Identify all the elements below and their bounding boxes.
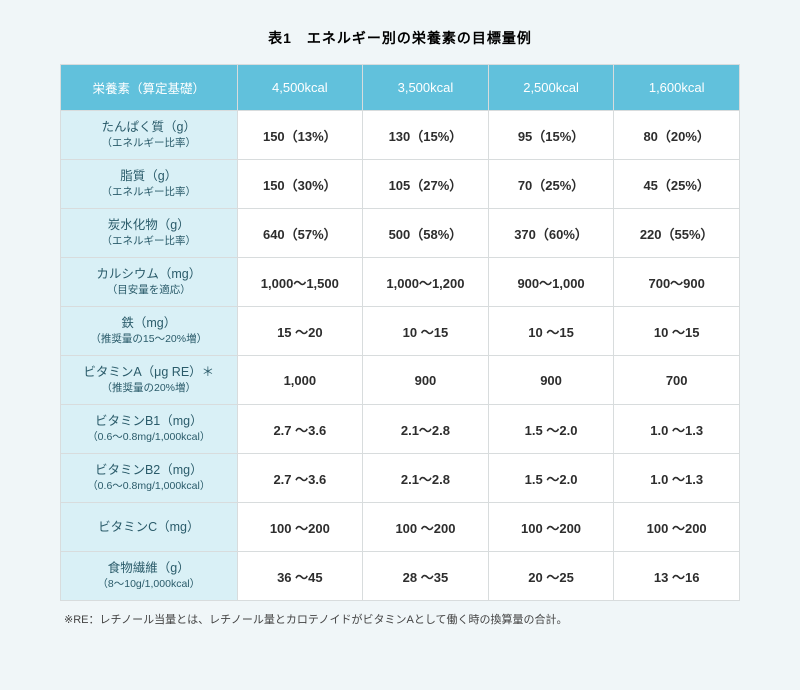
cell: 2.1〜2.8 (363, 405, 489, 454)
cell: 1,000〜1,500 (237, 258, 363, 307)
cell: 100 〜200 (237, 503, 363, 552)
header-col-1: 3,500kcal (363, 65, 489, 111)
table-row: 食物繊維（g） （8〜10g/1,000kcal） 36 〜4528 〜3520 〜… (61, 552, 740, 601)
cell: 10 〜15 (488, 307, 614, 356)
row-header: 脂質（g） （エネルギー比率） (61, 160, 238, 209)
row-sublabel: （8〜10g/1,000kcal） (65, 578, 233, 592)
header-nutrient: 栄養素（算定基礎） (61, 65, 238, 111)
cell: 150（30%） (237, 160, 363, 209)
cell: 80（20%） (614, 111, 740, 160)
cell: 1.0 〜1.3 (614, 454, 740, 503)
cell: 700〜900 (614, 258, 740, 307)
footnote: ※RE：レチノール当量とは、レチノール量とカロテノイドがビタミンAとして働く時の… (60, 611, 740, 627)
cell: 100 〜200 (614, 503, 740, 552)
cell: 95（15%） (488, 111, 614, 160)
row-header: カルシウム（mg） （目安量を適応） (61, 258, 238, 307)
cell: 45（25%） (614, 160, 740, 209)
cell: 1,000 (237, 356, 363, 405)
table-row: 鉄（mg）（推奨量の15〜20%増）15 〜2010 〜1510 〜1510 〜… (61, 307, 740, 356)
cell: 220（55%） (614, 209, 740, 258)
row-header: ビタミンB2（mg） （0.6〜0.8mg/1,000kcal） (61, 454, 238, 503)
cell: 100 〜200 (363, 503, 489, 552)
cell: 20 〜25 (488, 552, 614, 601)
cell: 900 (363, 356, 489, 405)
cell: 28 〜35 (363, 552, 489, 601)
table-row: ビタミンB1（mg） （0.6〜0.8mg/1,000kcal） 2.7 〜3.62… (61, 405, 740, 454)
row-sublabel: （推奨量の20%増） (65, 382, 233, 396)
cell: 36 〜45 (237, 552, 363, 601)
row-sublabel: （目安量を適応） (65, 284, 233, 298)
cell: 13 〜16 (614, 552, 740, 601)
cell: 10 〜15 (363, 307, 489, 356)
table-title: 表1 エネルギー別の栄養素の目標量例 (60, 28, 740, 48)
cell: 2.7 〜3.6 (237, 454, 363, 503)
row-label: ビタミンB1（mg） (95, 414, 203, 428)
row-label: ビタミンB2（mg） (95, 463, 203, 477)
row-header: 鉄（mg） （推奨量の15〜20%増） (61, 307, 238, 356)
cell: 1.5 〜2.0 (488, 405, 614, 454)
row-header: ビタミンA（μg RE）＊ （推奨量の20%増） (61, 356, 238, 405)
table-row: ビタミンA（μg RE）＊（推奨量の20%増）1,000900900700 (61, 356, 740, 405)
row-sublabel: （0.6〜0.8mg/1,000kcal） (65, 431, 233, 445)
row-sublabel: （0.6〜0.8mg/1,000kcal） (65, 480, 233, 494)
cell: 130（15%） (363, 111, 489, 160)
cell: 105（27%） (363, 160, 489, 209)
cell: 2.1〜2.8 (363, 454, 489, 503)
row-label: 炭水化物（g） (108, 218, 190, 232)
cell: 15 〜20 (237, 307, 363, 356)
cell: 640（57%） (237, 209, 363, 258)
row-sublabel: （推奨量の15〜20%増） (65, 333, 233, 347)
row-label: ビタミンA（μg RE）＊ (83, 365, 214, 379)
cell: 2.7 〜3.6 (237, 405, 363, 454)
row-sublabel: （エネルギー比率） (65, 235, 233, 249)
table-row: 炭水化物（g） （エネルギー比率） 640（57%）500（58%）370（60%）… (61, 209, 740, 258)
header-col-0: 4,500kcal (237, 65, 363, 111)
cell: 900〜1,000 (488, 258, 614, 307)
table-row: カルシウム（mg） （目安量を適応） 1,000〜1,5001,000〜1,2009… (61, 258, 740, 307)
cell: 500（58%） (363, 209, 489, 258)
table-row: たんぱく質（g） （エネルギー比率） 150（13%）130（15%）95（15%）… (61, 111, 740, 160)
cell: 1.0 〜1.3 (614, 405, 740, 454)
cell: 1.5 〜2.0 (488, 454, 614, 503)
row-header: ビタミンB1（mg） （0.6〜0.8mg/1,000kcal） (61, 405, 238, 454)
row-label: ビタミンC（mg） (98, 520, 199, 534)
cell: 1,000〜1,200 (363, 258, 489, 307)
row-header: 食物繊維（g） （8〜10g/1,000kcal） (61, 552, 238, 601)
cell: 70（25%） (488, 160, 614, 209)
row-label: 脂質（g） (120, 169, 177, 183)
row-sublabel: （エネルギー比率） (65, 137, 233, 151)
nutrition-table: 栄養素（算定基礎） 4,500kcal 3,500kcal 2,500kcal … (60, 64, 740, 601)
header-col-2: 2,500kcal (488, 65, 614, 111)
table-row: ビタミンB2（mg） （0.6〜0.8mg/1,000kcal） 2.7 〜3.62… (61, 454, 740, 503)
cell: 700 (614, 356, 740, 405)
row-label: たんぱく質（g） (102, 120, 196, 134)
row-label: 食物繊維（g） (108, 561, 190, 575)
row-header: たんぱく質（g） （エネルギー比率） (61, 111, 238, 160)
cell: 150（13%） (237, 111, 363, 160)
header-row: 栄養素（算定基礎） 4,500kcal 3,500kcal 2,500kcal … (61, 65, 740, 111)
row-label: カルシウム（mg） (96, 267, 201, 281)
row-header: ビタミンC（mg） (61, 503, 238, 552)
table-body: たんぱく質（g） （エネルギー比率） 150（13%）130（15%）95（15%）… (61, 111, 740, 601)
cell: 370（60%） (488, 209, 614, 258)
row-header: 炭水化物（g） （エネルギー比率） (61, 209, 238, 258)
cell: 100 〜200 (488, 503, 614, 552)
table-row: ビタミンC（mg）100 〜200100 〜200100 〜200100 〜20… (61, 503, 740, 552)
row-sublabel: （エネルギー比率） (65, 186, 233, 200)
cell: 900 (488, 356, 614, 405)
row-label: 鉄（mg） (121, 316, 176, 330)
header-col-3: 1,600kcal (614, 65, 740, 111)
cell: 10 〜15 (614, 307, 740, 356)
table-row: 脂質（g） （エネルギー比率） 150（30%）105（27%）70（25%）45（… (61, 160, 740, 209)
